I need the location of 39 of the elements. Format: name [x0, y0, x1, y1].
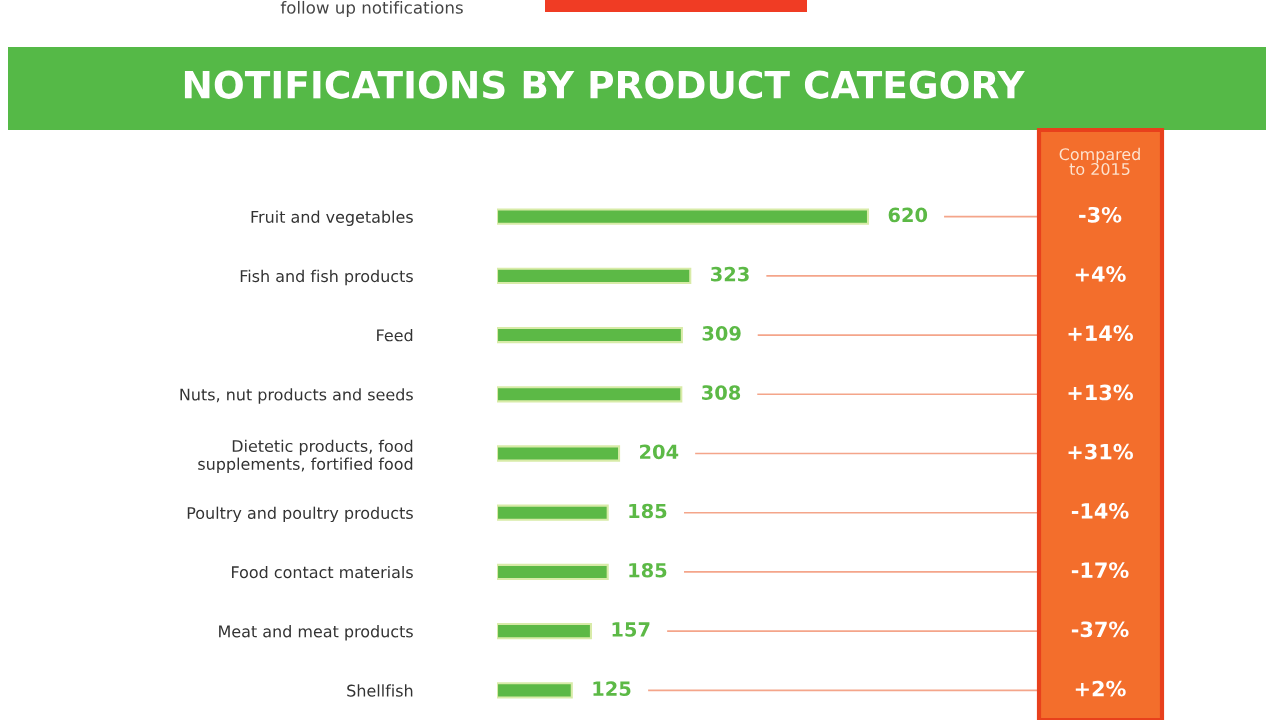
- text: follow up notifications: [280, 0, 463, 18]
- bar: [497, 267, 692, 284]
- bar: [497, 386, 683, 403]
- data-label: 185: [629, 562, 667, 578]
- data-label: 620: [888, 207, 928, 223]
- text: +4%: [1075, 266, 1126, 282]
- text: +14%: [1068, 325, 1133, 342]
- text: +31%: [1068, 443, 1133, 460]
- data-label: 309: [702, 325, 741, 341]
- data-label: 308: [702, 385, 741, 400]
- text: +2%: [1075, 680, 1126, 697]
- data-label: 204: [640, 444, 679, 460]
- y-tick-label: Shellfish: [347, 684, 413, 697]
- text: -3%: [1079, 206, 1122, 223]
- text: +13%: [1068, 384, 1133, 401]
- text: -14%: [1071, 503, 1129, 519]
- y-tick-label: Fish and fish products: [240, 269, 413, 286]
- y-tick-label: Dietetic products, food supplements, fortified food: [198, 439, 413, 474]
- bar: [497, 563, 609, 581]
- bar: [497, 623, 592, 640]
- y-tick-label: Food contact materials: [232, 565, 413, 579]
- chart-title: NOTIFICATIONS BY PRODUCT CATEGORY: [184, 70, 1025, 99]
- y-tick-label: Poultry and poultry products: [187, 506, 413, 523]
- data-label: 323: [711, 266, 749, 282]
- bar: [497, 504, 609, 521]
- data-label: 185: [629, 503, 667, 519]
- bar: [497, 326, 683, 344]
- bar: [497, 682, 573, 699]
- text: -17%: [1071, 562, 1129, 578]
- y-tick-label: Fruit and vegetables: [251, 210, 413, 226]
- text: -37%: [1071, 621, 1129, 638]
- bar: [497, 208, 870, 225]
- text: Compared to 2015: [1059, 147, 1140, 176]
- data-label: 157: [612, 622, 650, 637]
- y-tick-label: Meat and meat products: [219, 625, 413, 641]
- y-tick-label: Feed: [377, 328, 413, 342]
- bar: [497, 445, 621, 462]
- data-label: 125: [593, 681, 631, 697]
- y-tick-label: Nuts, nut products and seeds: [180, 388, 413, 404]
